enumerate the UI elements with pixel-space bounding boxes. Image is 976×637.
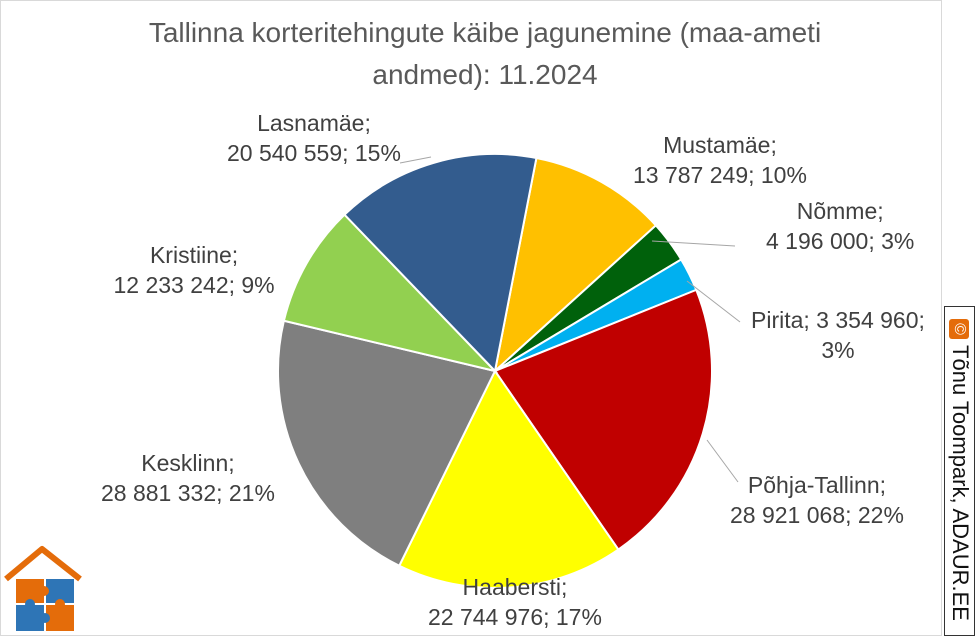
- slice-label-name: Kristiine;: [149, 242, 239, 268]
- slice-label-name: Lasnamäe;: [257, 110, 371, 136]
- slice-label-value: 13 787 249; 10%: [633, 162, 807, 188]
- copyright-icon: ©: [948, 319, 969, 340]
- slice-label-value: 3%: [821, 337, 855, 363]
- pie-slice-p-hja-tallinn: [493, 288, 713, 551]
- credit-box: [944, 306, 975, 636]
- credit-author: Tõnu Toompark, ADAUR.EE: [948, 345, 973, 621]
- slice-label-haabersti: Haabersti; 22 744 976; 17%: [428, 572, 602, 632]
- leader-line-lasnam-e: [399, 156, 432, 164]
- slice-label-name: Haabersti;: [462, 574, 568, 600]
- leader-line-pirita: [686, 280, 741, 323]
- slice-label-name: Põhja-Tallinn;: [747, 472, 887, 498]
- slice-label-mustam-e: Mustamäe; 13 787 249; 10%: [633, 130, 807, 190]
- slice-label-kristiine: Kristiine; 12 233 242; 9%: [114, 240, 275, 300]
- credit-text: © Tõnu Toompark, ADAUR.EE: [947, 319, 973, 621]
- slice-label-value: 22 744 976; 17%: [428, 604, 602, 630]
- pie-slice-lasnam-e: [343, 153, 538, 374]
- slice-label-name: Pirita; 3 354 960;: [751, 307, 925, 333]
- slice-label-value: 28 881 332; 21%: [101, 480, 275, 506]
- slice-label-value: 28 921 068; 22%: [730, 502, 904, 528]
- pie-slice-haabersti: [397, 369, 620, 589]
- pie-slice-kristiine: [282, 213, 499, 373]
- slice-label-name: Nõmme;: [796, 198, 884, 224]
- slice-label-n-mme: Nõmme; 4 196 000; 3%: [766, 196, 914, 256]
- leader-lines: [399, 156, 741, 483]
- leader-line-n-mme: [651, 240, 736, 247]
- pie-slice-mustam-e: [493, 156, 658, 374]
- slice-label-value: 12 233 242; 9%: [113, 272, 275, 298]
- slice-label-lasnam-e: Lasnamäe; 20 540 559; 15%: [227, 108, 401, 168]
- slice-label-pirita: Pirita; 3 354 960; 3%: [751, 305, 925, 365]
- pie-slices: [277, 153, 713, 589]
- house-puzzle-logo-icon: [4, 546, 82, 631]
- pie-slice-kesklinn: [277, 319, 497, 568]
- slice-label-p-hja-tallinn: Põhja-Tallinn; 28 921 068; 22%: [730, 470, 904, 530]
- slice-label-value: 4 196 000; 3%: [766, 228, 915, 254]
- chart-title: Tallinna korteritehingute käibe jagunemi…: [148, 17, 822, 90]
- leader-line-p-hja-tallinn: [706, 439, 739, 483]
- slice-label-name: Kesklinn;: [141, 450, 235, 476]
- slice-label-name: Mustamäe;: [663, 132, 777, 158]
- slice-label-kesklinn: Kesklinn; 28 881 332; 21%: [101, 448, 275, 508]
- slice-label-value: 20 540 559; 15%: [227, 140, 401, 166]
